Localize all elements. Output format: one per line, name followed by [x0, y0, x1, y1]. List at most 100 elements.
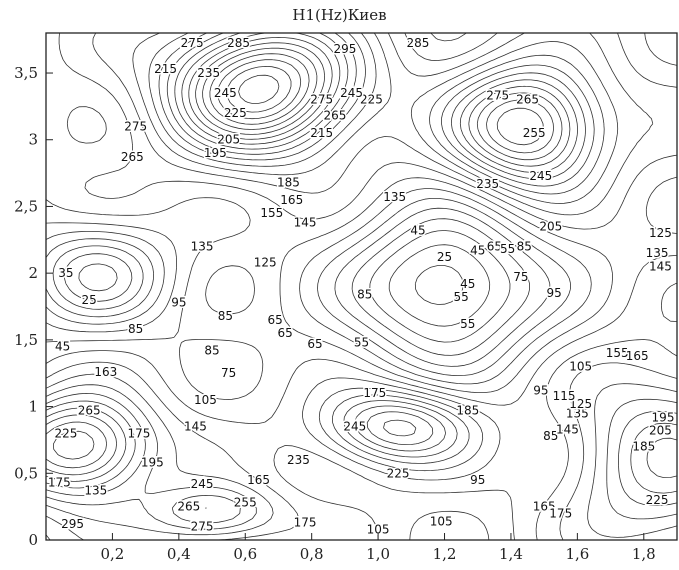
contour-label: 225	[387, 466, 410, 480]
contour-label: 75	[221, 366, 236, 380]
contour-label: 265	[121, 150, 144, 164]
contour-label: 125	[569, 397, 592, 411]
contour-label: 165	[280, 193, 303, 207]
contour-label: 85	[128, 322, 143, 336]
contour-label: 45	[470, 243, 485, 257]
contour-label: 135	[566, 406, 589, 420]
x-tick-label: 1,0	[366, 545, 390, 563]
contour-label: 95	[533, 384, 548, 398]
contour-label: 205	[217, 133, 240, 147]
contour-label: 145	[649, 259, 672, 273]
contour-label: 55	[354, 336, 369, 350]
contour-label: 85	[204, 344, 219, 358]
contour-label: 225	[224, 106, 247, 120]
contour-label: 185	[456, 404, 479, 418]
contour-label: 45	[410, 223, 425, 237]
contour-label: 245	[214, 86, 237, 100]
contour-label: 105	[367, 522, 390, 536]
contour-label: 235	[197, 66, 220, 80]
contour-label: 25	[82, 293, 97, 307]
contour-line	[45, 32, 678, 478]
x-tick-label: 0,2	[100, 545, 124, 563]
contour-label: 235	[287, 453, 310, 467]
contour-label: 65	[277, 326, 292, 340]
contour-label: 295	[333, 42, 356, 56]
contour-label: 65	[487, 239, 502, 253]
contour-label: 105	[430, 514, 453, 528]
contour-line	[202, 47, 544, 146]
contour-label: 135	[84, 484, 107, 498]
x-axis: 0,2 0,4 0,6 0,8 1,0 1,2 1,4 1,6 1,8	[100, 533, 656, 563]
contour-label: 85	[543, 429, 558, 443]
contour-label: 175	[363, 386, 386, 400]
contour-label: 195	[652, 410, 675, 424]
contour-label: 205	[539, 219, 562, 233]
contour-label: 235	[476, 177, 499, 191]
contour-label: 163	[94, 365, 117, 379]
contour-label: 95	[171, 296, 186, 310]
contour-label: 245	[191, 477, 214, 491]
contour-label: 125	[649, 226, 672, 240]
contour-label: 265	[516, 93, 539, 107]
contour-label: 25	[437, 250, 452, 264]
contour-label: 195	[204, 146, 227, 160]
contour-label: 95	[546, 286, 561, 300]
contour-label: 245	[529, 169, 552, 183]
contour-label: 255	[523, 126, 546, 140]
contour-label: 225	[646, 493, 669, 507]
contour-label: 95	[470, 473, 485, 487]
contour-label: 155	[606, 346, 629, 360]
contour-label: 225	[54, 426, 77, 440]
contour-line	[45, 32, 678, 494]
x-tick-label: 0,8	[300, 545, 324, 563]
contour-line	[238, 74, 280, 104]
contour-label: 145	[556, 422, 579, 436]
contour-label: 265	[323, 109, 346, 123]
contour-label: 65	[268, 313, 283, 327]
contour-line	[45, 32, 678, 541]
contour-label: 285	[407, 36, 430, 50]
contour-label: 85	[517, 239, 532, 253]
contour-line	[45, 32, 678, 538]
contour-line	[217, 59, 302, 120]
y-tick-label: 2,5	[14, 197, 38, 215]
contour-label: 255	[234, 496, 257, 510]
contour-line	[45, 207, 551, 367]
contour-label: 175	[294, 516, 317, 530]
contour-label: 135	[646, 246, 669, 260]
y-axis: 0 0,5 1 1,5 2 2,5 3 3,5	[14, 64, 53, 549]
contour-label: 225	[360, 93, 383, 107]
contour-line	[45, 32, 678, 524]
contour-label: 65	[307, 337, 322, 351]
contour-label: 275	[181, 36, 204, 50]
contour-line	[45, 32, 678, 541]
contour-label: 55	[500, 242, 515, 256]
contour-label: 45	[55, 340, 70, 354]
contour-label: 275	[486, 89, 509, 103]
contour-line	[52, 218, 530, 356]
contour-label: 105	[569, 360, 592, 374]
x-tick-label: 1,4	[499, 545, 523, 563]
contour-label: 205	[649, 424, 672, 438]
y-tick-label: 0,5	[14, 464, 38, 482]
contour-label: 175	[549, 506, 572, 520]
contour-line	[45, 32, 678, 509]
contour-label: 185	[277, 175, 300, 189]
contour-label: 265	[177, 500, 200, 514]
x-tick-label: 0,4	[167, 545, 191, 563]
contour-label: 105	[194, 393, 217, 407]
contour-line	[226, 66, 292, 113]
contour-label: 245	[340, 86, 363, 100]
x-tick-label: 0,6	[233, 545, 257, 563]
contour-label: 45	[460, 277, 475, 291]
contour-label: 215	[154, 62, 177, 76]
contour-label: 175	[128, 426, 151, 440]
x-tick-label: 1,6	[565, 545, 589, 563]
contour-line	[45, 198, 571, 376]
contour-label: 165	[533, 500, 556, 514]
contour-label: 155	[260, 206, 283, 220]
contour-label: 275	[310, 93, 333, 107]
chart-title: H1(Hz)Киев	[292, 6, 387, 24]
